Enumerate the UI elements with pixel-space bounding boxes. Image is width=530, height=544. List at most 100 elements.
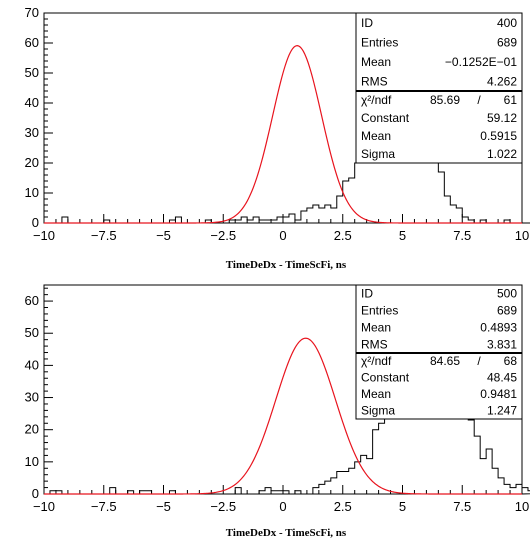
histogram-bin	[444, 196, 450, 223]
histogram-bin	[235, 488, 241, 494]
y-tick-label: 40	[25, 95, 39, 110]
histogram-bin	[277, 217, 283, 223]
histogram-bin	[319, 208, 325, 223]
stats-label: ID	[361, 286, 373, 300]
fit-param-label: Constant	[361, 111, 410, 125]
x-tick-label: 2.5	[334, 499, 352, 514]
stats-value: 689	[497, 303, 517, 317]
fit-param-value: 1.247	[487, 404, 517, 418]
x-tick-label: 5	[399, 228, 406, 243]
fit-param-label: Sigma	[361, 404, 395, 418]
histogram-bin	[349, 468, 355, 494]
histogram-bin	[265, 488, 271, 494]
x-tick-label: 7.5	[453, 499, 471, 514]
histogram-panel-top: −10 −7.5 −5 −2.5 0 2.5 5 7.5 10 0 10 20 30 40 50 60 70 ID…	[25, 5, 530, 271]
x-tick-label: −5	[156, 499, 171, 514]
histogram-bin	[379, 423, 385, 494]
stats-value: 689	[497, 36, 517, 50]
chi2-slash: /	[477, 93, 481, 107]
x-axis-label: TimeDeDx - TimeScFi, ns	[226, 527, 347, 539]
stats-label: RMS	[361, 337, 388, 351]
fit-param-label: Sigma	[361, 147, 395, 161]
histogram-bin	[510, 488, 516, 494]
stats-value: 3.831	[487, 337, 517, 351]
x-tick-label: −5	[156, 228, 171, 243]
histogram-bin	[522, 488, 528, 494]
chi2-value: 84.65	[430, 354, 460, 368]
chi2-ndf-label: χ²/ndf	[361, 93, 392, 107]
x-tick-label: −10	[33, 499, 55, 514]
histogram-bin	[337, 471, 343, 494]
x-tick-label: 7.5	[453, 228, 471, 243]
x-tick-label: 0	[279, 228, 286, 243]
histogram-bin	[110, 488, 116, 494]
histogram-bin	[325, 481, 331, 494]
x-tick-label: −7.5	[91, 499, 117, 514]
histogram-bin	[175, 217, 181, 223]
x-axis-label: TimeDeDx - TimeScFi, ns	[226, 259, 347, 271]
histogram-bin	[325, 205, 331, 223]
histogram-bin	[253, 217, 259, 223]
y-tick-label: 60	[25, 35, 39, 50]
histogram-bin	[313, 488, 319, 494]
fit-param-value: 48.45	[487, 371, 517, 385]
y-tick-label: 30	[25, 390, 39, 405]
ndf-value: 68	[504, 354, 518, 368]
x-tick-label: 10	[515, 499, 529, 514]
histogram-bin	[480, 459, 486, 494]
stats-label: Entries	[361, 36, 398, 50]
histogram-bin	[486, 449, 492, 494]
chi2-slash: /	[477, 354, 481, 368]
stats-value: 0.4893	[480, 320, 517, 334]
histogram-bin	[462, 217, 468, 223]
histogram-bin	[498, 478, 504, 494]
fit-param-value: 0.5915	[480, 129, 517, 143]
x-tick-label: −10	[33, 228, 55, 243]
y-tick-label: 50	[25, 65, 39, 80]
histogram-bin	[62, 217, 68, 223]
y-tick-label: 50	[25, 325, 39, 340]
histogram-bin	[474, 436, 480, 494]
ndf-value: 61	[504, 93, 518, 107]
y-tick-label: 70	[25, 5, 39, 20]
y-tick-label: 0	[32, 215, 39, 230]
histogram-bin	[313, 205, 319, 223]
fit-param-label: Constant	[361, 371, 410, 385]
histogram-bin	[307, 208, 313, 223]
x-tick-label: −2.5	[210, 499, 236, 514]
y-tick-label: 10	[25, 454, 39, 469]
chi2-value: 85.69	[430, 93, 460, 107]
histogram-bin	[516, 484, 522, 494]
stats-value: −0.1252E−01	[445, 55, 517, 69]
y-tick-label: 10	[25, 185, 39, 200]
y-tick-label: 30	[25, 125, 39, 140]
x-tick-label: 10	[515, 228, 529, 243]
chi2-ndf-label: χ²/ndf	[361, 354, 392, 368]
histogram-bin	[438, 172, 444, 223]
histogram-bin	[504, 484, 510, 494]
histogram-bin	[349, 178, 355, 223]
histogram-bin	[337, 196, 343, 223]
stats-value: 400	[497, 16, 517, 30]
y-tick-label: 60	[25, 293, 39, 308]
x-tick-label: 5	[399, 499, 406, 514]
histogram-bin	[319, 484, 325, 494]
histogram-bin	[450, 205, 456, 223]
stats-value: 500	[497, 286, 517, 300]
y-tick-label: 0	[32, 486, 39, 501]
histogram-bin	[343, 471, 349, 494]
fit-param-label: Mean	[361, 129, 391, 143]
stats-value: 4.262	[487, 75, 517, 89]
histogram-bin	[331, 478, 337, 494]
histogram-bin	[301, 211, 307, 223]
x-tick-label: 0	[279, 499, 286, 514]
histogram-bin	[462, 414, 468, 494]
y-tick-label: 20	[25, 155, 39, 170]
stats-label: Mean	[361, 320, 391, 334]
histogram-bin	[289, 214, 295, 223]
stats-label: Entries	[361, 303, 398, 317]
gaussian-fit-curve	[44, 337, 522, 495]
fit-param-value: 59.12	[487, 111, 517, 125]
gaussian-fit-curve	[44, 45, 522, 224]
